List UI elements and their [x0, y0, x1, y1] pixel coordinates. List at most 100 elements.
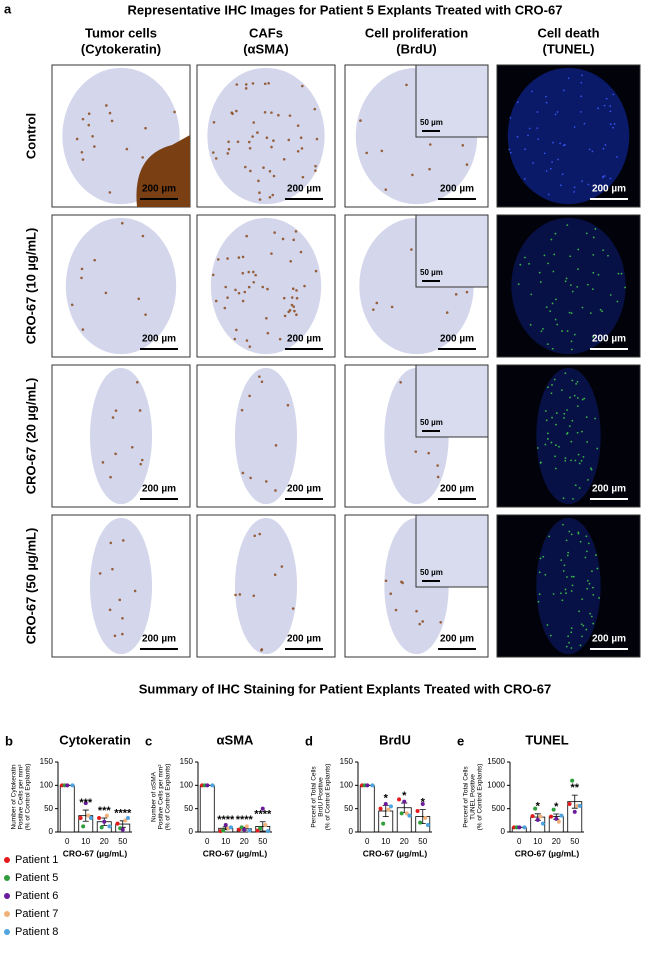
- micrograph: 200 µm: [51, 64, 191, 208]
- stain-spot: [270, 252, 273, 255]
- stain-spot: [562, 89, 565, 92]
- stain-spot: [267, 82, 270, 85]
- inset: [415, 514, 489, 588]
- x-tick-label: 10: [533, 837, 542, 846]
- stain-spot: [566, 224, 569, 227]
- stain-spot: [564, 280, 567, 283]
- stain-spot: [570, 631, 573, 634]
- inset-scale-label: 50 µm: [420, 418, 443, 427]
- stain-spot: [247, 140, 251, 144]
- x-tick-label: 50: [418, 837, 427, 846]
- stain-spot: [529, 323, 532, 326]
- stain-spot: [598, 597, 600, 599]
- stain-spot: [599, 308, 602, 311]
- data-point: [247, 828, 252, 833]
- chart-title: αSMA: [217, 732, 254, 747]
- stain-spot: [568, 530, 571, 533]
- scale-label: 200 µm: [142, 184, 176, 195]
- stain-spot: [248, 147, 252, 150]
- data-point: [386, 807, 391, 812]
- data-point: [567, 802, 572, 806]
- stain-spot: [580, 95, 583, 98]
- stain-spot: [552, 141, 554, 144]
- stain-spot: [570, 590, 573, 592]
- data-point: [242, 827, 247, 832]
- stain-spot: [592, 622, 595, 625]
- bar: [199, 784, 215, 833]
- legend-label: Patient 6: [15, 890, 58, 902]
- stain-spot: [551, 384, 553, 386]
- stain-spot: [445, 311, 449, 314]
- stain-spot: [561, 173, 564, 176]
- stain-spot: [586, 441, 589, 443]
- stain-spot: [101, 461, 105, 464]
- y-tick-label: 50: [44, 804, 53, 813]
- x-axis-label: CRO-67 (µg/mL): [363, 848, 428, 858]
- stain-spot: [537, 138, 540, 141]
- column-header: CAFs: [249, 25, 283, 40]
- stain-spot: [238, 593, 242, 596]
- stain-spot: [214, 299, 218, 303]
- stain-spot: [581, 74, 583, 77]
- x-tick-label: 50: [258, 837, 267, 846]
- stain-spot: [263, 111, 267, 114]
- stain-spot: [574, 484, 577, 487]
- tissue: [234, 517, 298, 655]
- stain-spot: [135, 380, 139, 384]
- stain-spot: [138, 409, 142, 412]
- stain-spot: [592, 336, 594, 338]
- stain-spot: [118, 598, 122, 602]
- stain-spot: [576, 285, 579, 288]
- stain-spot: [577, 268, 579, 271]
- stain-spot: [264, 480, 268, 483]
- tissue: [536, 367, 601, 505]
- stain-spot: [583, 397, 586, 400]
- stain-spot: [234, 288, 237, 292]
- stain-spot: [211, 151, 215, 154]
- stain-spot: [577, 453, 580, 456]
- stain-spot: [536, 127, 539, 129]
- data-point: [65, 783, 70, 788]
- stain-spot: [280, 565, 284, 568]
- stain-spot: [226, 152, 230, 155]
- inset-scale-label: 50 µm: [420, 568, 443, 577]
- legend-label: Patient 1: [15, 854, 58, 866]
- stain-spot: [544, 410, 547, 412]
- stain-spot: [251, 82, 255, 85]
- data-point: [221, 828, 226, 833]
- legend-marker: [4, 911, 10, 917]
- panel-label: b: [5, 733, 13, 748]
- stain-spot: [589, 612, 591, 615]
- data-point: [102, 819, 107, 824]
- stain-spot: [582, 455, 585, 458]
- data-point: [237, 827, 242, 832]
- data-point: [549, 814, 554, 819]
- stain-spot: [602, 175, 604, 178]
- stain-spot: [70, 303, 74, 307]
- stain-spot: [565, 592, 567, 595]
- stain-spot: [237, 291, 241, 295]
- stain-spot: [607, 254, 609, 257]
- stain-spot: [401, 581, 404, 585]
- stain-spot: [274, 444, 278, 447]
- bar: [359, 784, 375, 833]
- panel-label: a: [4, 1, 12, 16]
- stain-spot: [547, 386, 549, 389]
- micrograph: 200 µm: [51, 214, 191, 358]
- stain-spot: [144, 313, 147, 316]
- stain-spot: [573, 394, 576, 397]
- stain-spot: [561, 330, 564, 332]
- scale-label: 200 µm: [142, 334, 176, 345]
- y-tick-label: 150: [40, 757, 54, 766]
- stain-spot: [592, 593, 595, 596]
- stain-spot: [570, 647, 573, 649]
- x-tick-label: 10: [381, 837, 390, 846]
- stain-spot: [568, 311, 571, 314]
- stain-spot: [436, 475, 440, 479]
- column-header: Cell proliferation: [365, 25, 468, 40]
- data-point: [418, 820, 423, 825]
- y-tick-label: 0: [501, 827, 506, 836]
- micrograph: 200 µm: [496, 214, 641, 358]
- stain-spot: [227, 147, 231, 151]
- stain-spot: [81, 117, 85, 121]
